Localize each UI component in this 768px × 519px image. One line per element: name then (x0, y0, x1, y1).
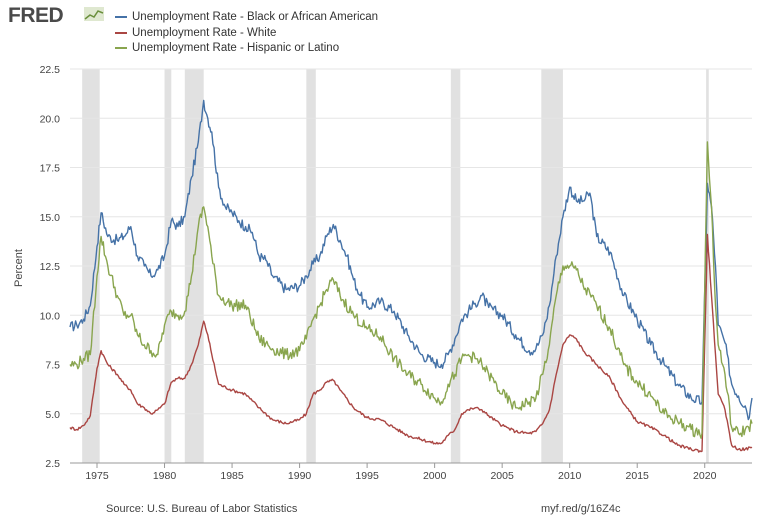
legend-swatch (115, 31, 127, 34)
legend-label: Unemployment Rate - Hispanic or Latino (132, 42, 340, 54)
x-tick-label: 2015 (626, 470, 650, 482)
short-link[interactable]: myf.red/g/16Z4c (541, 503, 621, 515)
series-line[interactable] (69, 233, 753, 453)
legend-swatch (115, 47, 127, 49)
x-tick-label: 2010 (558, 470, 582, 482)
y-tick-label: 10.0 (40, 310, 61, 322)
gridlines (70, 68, 752, 464)
fred-logo[interactable]: FRED (8, 4, 64, 27)
y-tick-label: 7.5 (45, 360, 60, 372)
x-tick-label: 2020 (693, 470, 717, 482)
series-lines (69, 99, 753, 453)
y-tick-label: 20.0 (40, 113, 61, 125)
legend: Unemployment Rate - Black or African Ame… (115, 10, 378, 57)
y-tick-label: 2.5 (45, 458, 60, 470)
x-tick-label: 1980 (153, 470, 177, 482)
x-tick-label: 1990 (288, 470, 312, 482)
y-tick-label: 17.5 (40, 163, 61, 175)
x-tick-label: 2000 (423, 470, 447, 482)
y-tick-label: 22.5 (40, 64, 61, 76)
legend-label: Unemployment Rate - Black or African Ame… (132, 11, 379, 23)
legend-label: Unemployment Rate - White (132, 26, 277, 39)
x-tick-label: 2005 (490, 470, 514, 482)
x-tick-label: 1985 (220, 470, 244, 482)
y-tick-label: 5.0 (45, 409, 60, 421)
legend-item[interactable]: Unemployment Rate - White (115, 26, 378, 40)
legend-item[interactable]: Unemployment Rate - Black or African Ame… (115, 10, 378, 24)
source-note: Source: U.S. Bureau of Labor Statistics (106, 503, 298, 515)
y-tick-label: 15.0 (40, 212, 61, 224)
y-axis-label: Percent (13, 249, 25, 287)
x-tick-label: 1975 (85, 470, 109, 482)
header: FRED Unemployment Rate - Black or Africa… (0, 0, 768, 62)
series-line[interactable] (69, 141, 753, 439)
x-tick-label: 1995 (355, 470, 379, 482)
fred-logo-chart-icon (84, 7, 104, 21)
axes: 2.5 5.0 7.5 10.0 12.5 15.0 17.5 20.0 22.5 1975 198… (40, 64, 752, 482)
series-line[interactable] (69, 99, 753, 421)
y-tick-label: 12.5 (40, 261, 61, 273)
legend-swatch (115, 16, 127, 18)
legend-item[interactable]: Unemployment Rate - Hispanic or Latino (115, 41, 378, 55)
